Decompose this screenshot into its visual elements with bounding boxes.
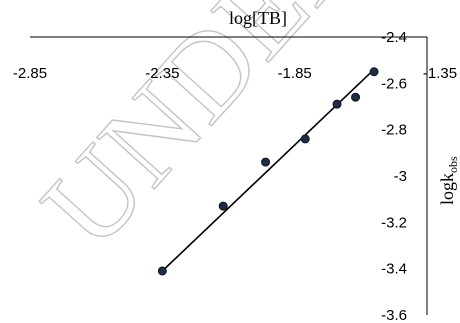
y-tick-label: -3 (394, 168, 407, 185)
y-tick-label: -2.8 (381, 122, 407, 139)
data-point (351, 92, 361, 102)
data-points (157, 67, 379, 276)
data-point (300, 134, 310, 144)
data-point (369, 67, 379, 77)
y-tick-label: -3.2 (381, 214, 407, 231)
data-point (218, 201, 228, 211)
y-axis-title: logkobs (437, 156, 460, 205)
x-tick-label: -1.85 (278, 65, 312, 82)
x-tick-label: -2.85 (13, 65, 47, 82)
data-point (157, 266, 167, 276)
data-point (261, 157, 271, 167)
y-tick-label: -2.4 (381, 29, 407, 46)
y-tick-label: -3.4 (381, 261, 407, 278)
y-tick-label: -2.6 (381, 75, 407, 92)
x-tick-label: -1.35 (423, 65, 457, 82)
data-point (332, 99, 342, 109)
x-tick-label: -2.35 (145, 65, 179, 82)
x-tick-labels: -2.85 -2.35 -1.85 -1.35 (13, 65, 457, 82)
svg-text:UNDER: UNDER (17, 0, 387, 272)
x-axis-title: log[TB] (229, 8, 287, 28)
y-tick-label: -3.6 (381, 307, 407, 323)
y-axis-title-subscript: obs (446, 156, 460, 173)
y-tick-labels: -2.4 -2.6 -2.8 -3 -3.2 -3.4 -3.6 (381, 29, 407, 323)
watermark: UNDER (16, 0, 387, 273)
svg-text:logkobs: logkobs (437, 156, 460, 205)
y-axis-title-main: logk (437, 173, 457, 205)
